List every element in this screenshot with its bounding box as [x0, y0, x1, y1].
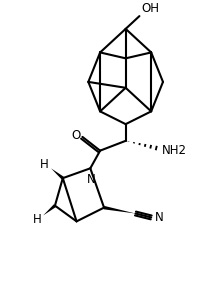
Text: N: N	[87, 173, 96, 186]
Text: H: H	[33, 213, 42, 226]
Text: H: H	[40, 158, 49, 171]
Text: N: N	[155, 211, 164, 224]
Text: NH2: NH2	[162, 144, 187, 157]
Text: O: O	[71, 129, 80, 142]
Polygon shape	[43, 204, 56, 215]
Polygon shape	[51, 168, 64, 179]
Polygon shape	[104, 206, 135, 213]
Text: OH: OH	[141, 2, 159, 15]
